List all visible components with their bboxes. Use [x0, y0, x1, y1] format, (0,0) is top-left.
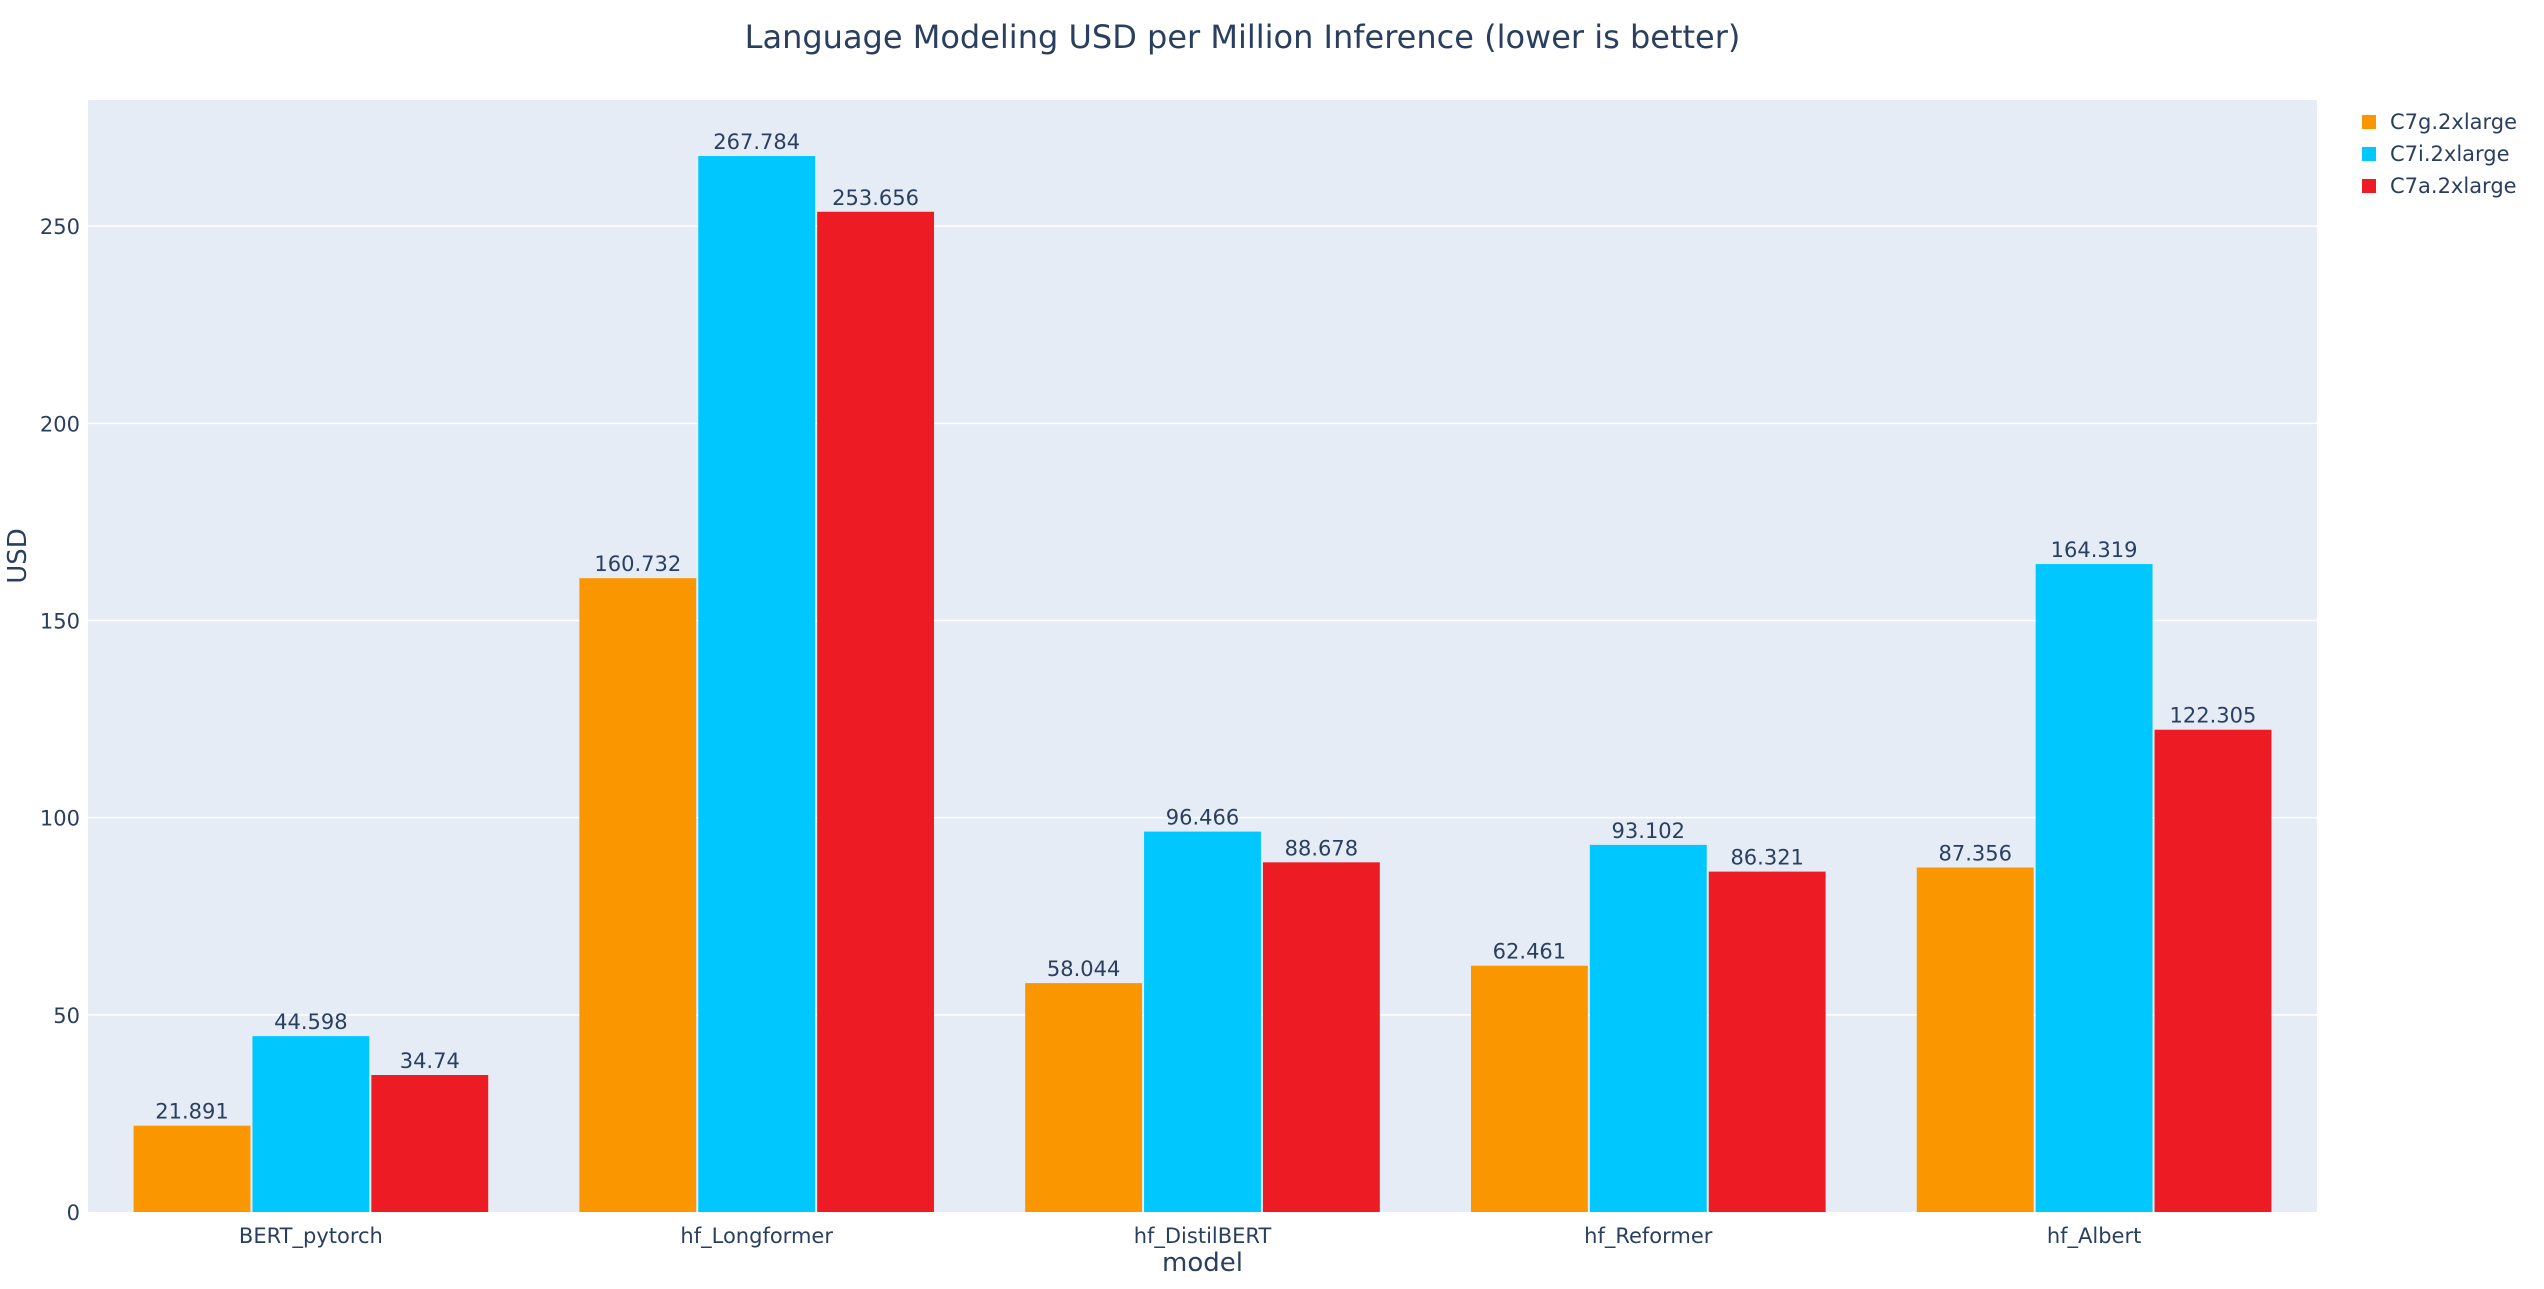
- x-tick-label: hf_Albert: [2047, 1224, 2142, 1249]
- bar: [252, 1036, 370, 1212]
- data-label: 160.732: [594, 552, 681, 576]
- bar: [1916, 867, 2034, 1212]
- legend-item-c7i[interactable]: C7i.2xlarge: [2362, 138, 2517, 170]
- data-label: 164.319: [2051, 538, 2138, 562]
- data-label: 267.784: [713, 130, 800, 154]
- bar: [698, 156, 816, 1213]
- bar: [2154, 729, 2272, 1212]
- data-label: 21.891: [155, 1100, 228, 1124]
- bar: [371, 1075, 489, 1212]
- bar: [2035, 564, 2153, 1212]
- legend: C7g.2xlarge C7i.2xlarge C7a.2xlarge: [2362, 106, 2517, 202]
- y-tick-label: 250: [40, 215, 80, 239]
- y-tick-label: 50: [53, 1004, 80, 1028]
- data-label: 34.74: [400, 1049, 460, 1073]
- y-tick-label: 0: [67, 1201, 80, 1225]
- bar: [1025, 983, 1143, 1212]
- legend-label-c7g: C7g.2xlarge: [2390, 110, 2518, 134]
- y-tick-label: 100: [40, 807, 80, 831]
- bar: [133, 1125, 251, 1212]
- bar: [1589, 844, 1707, 1212]
- legend-swatch-c7g: [2362, 115, 2376, 129]
- data-label: 88.678: [1285, 836, 1358, 860]
- legend-label-c7i: C7i.2xlarge: [2390, 142, 2510, 166]
- data-label: 253.656: [832, 186, 919, 210]
- legend-item-c7g[interactable]: C7g.2xlarge: [2362, 106, 2517, 138]
- bar: [1470, 965, 1588, 1212]
- data-label: 87.356: [1938, 842, 2011, 866]
- bar: [1262, 862, 1380, 1212]
- data-label: 44.598: [274, 1010, 347, 1034]
- data-label: 93.102: [1612, 819, 1685, 843]
- bar: [579, 578, 697, 1212]
- x-axis-title: model: [1162, 1248, 1243, 1278]
- legend-swatch-c7a: [2362, 179, 2376, 193]
- x-tick-label: hf_Reformer: [1584, 1224, 1713, 1249]
- y-tick-label: 150: [40, 610, 80, 634]
- data-label: 122.305: [2170, 704, 2257, 728]
- legend-item-c7a[interactable]: C7a.2xlarge: [2362, 170, 2517, 202]
- data-label: 96.466: [1166, 806, 1239, 830]
- data-label: 58.044: [1047, 957, 1120, 981]
- x-tick-label: hf_Longformer: [680, 1224, 833, 1249]
- legend-label-c7a: C7a.2xlarge: [2390, 174, 2517, 198]
- chart-title: Language Modeling USD per Million Infere…: [744, 18, 1741, 56]
- y-tick-label: 200: [40, 412, 80, 436]
- data-label: 86.321: [1730, 846, 1803, 870]
- x-tick-label: BERT_pytorch: [239, 1224, 383, 1249]
- data-label: 62.461: [1493, 940, 1566, 964]
- bar: [1708, 871, 1826, 1212]
- x-tick-label: hf_DistilBERT: [1134, 1224, 1272, 1249]
- y-axis-title: USD: [3, 528, 33, 584]
- bar: [817, 211, 935, 1212]
- bar: [1144, 831, 1261, 1212]
- legend-swatch-c7i: [2362, 147, 2376, 161]
